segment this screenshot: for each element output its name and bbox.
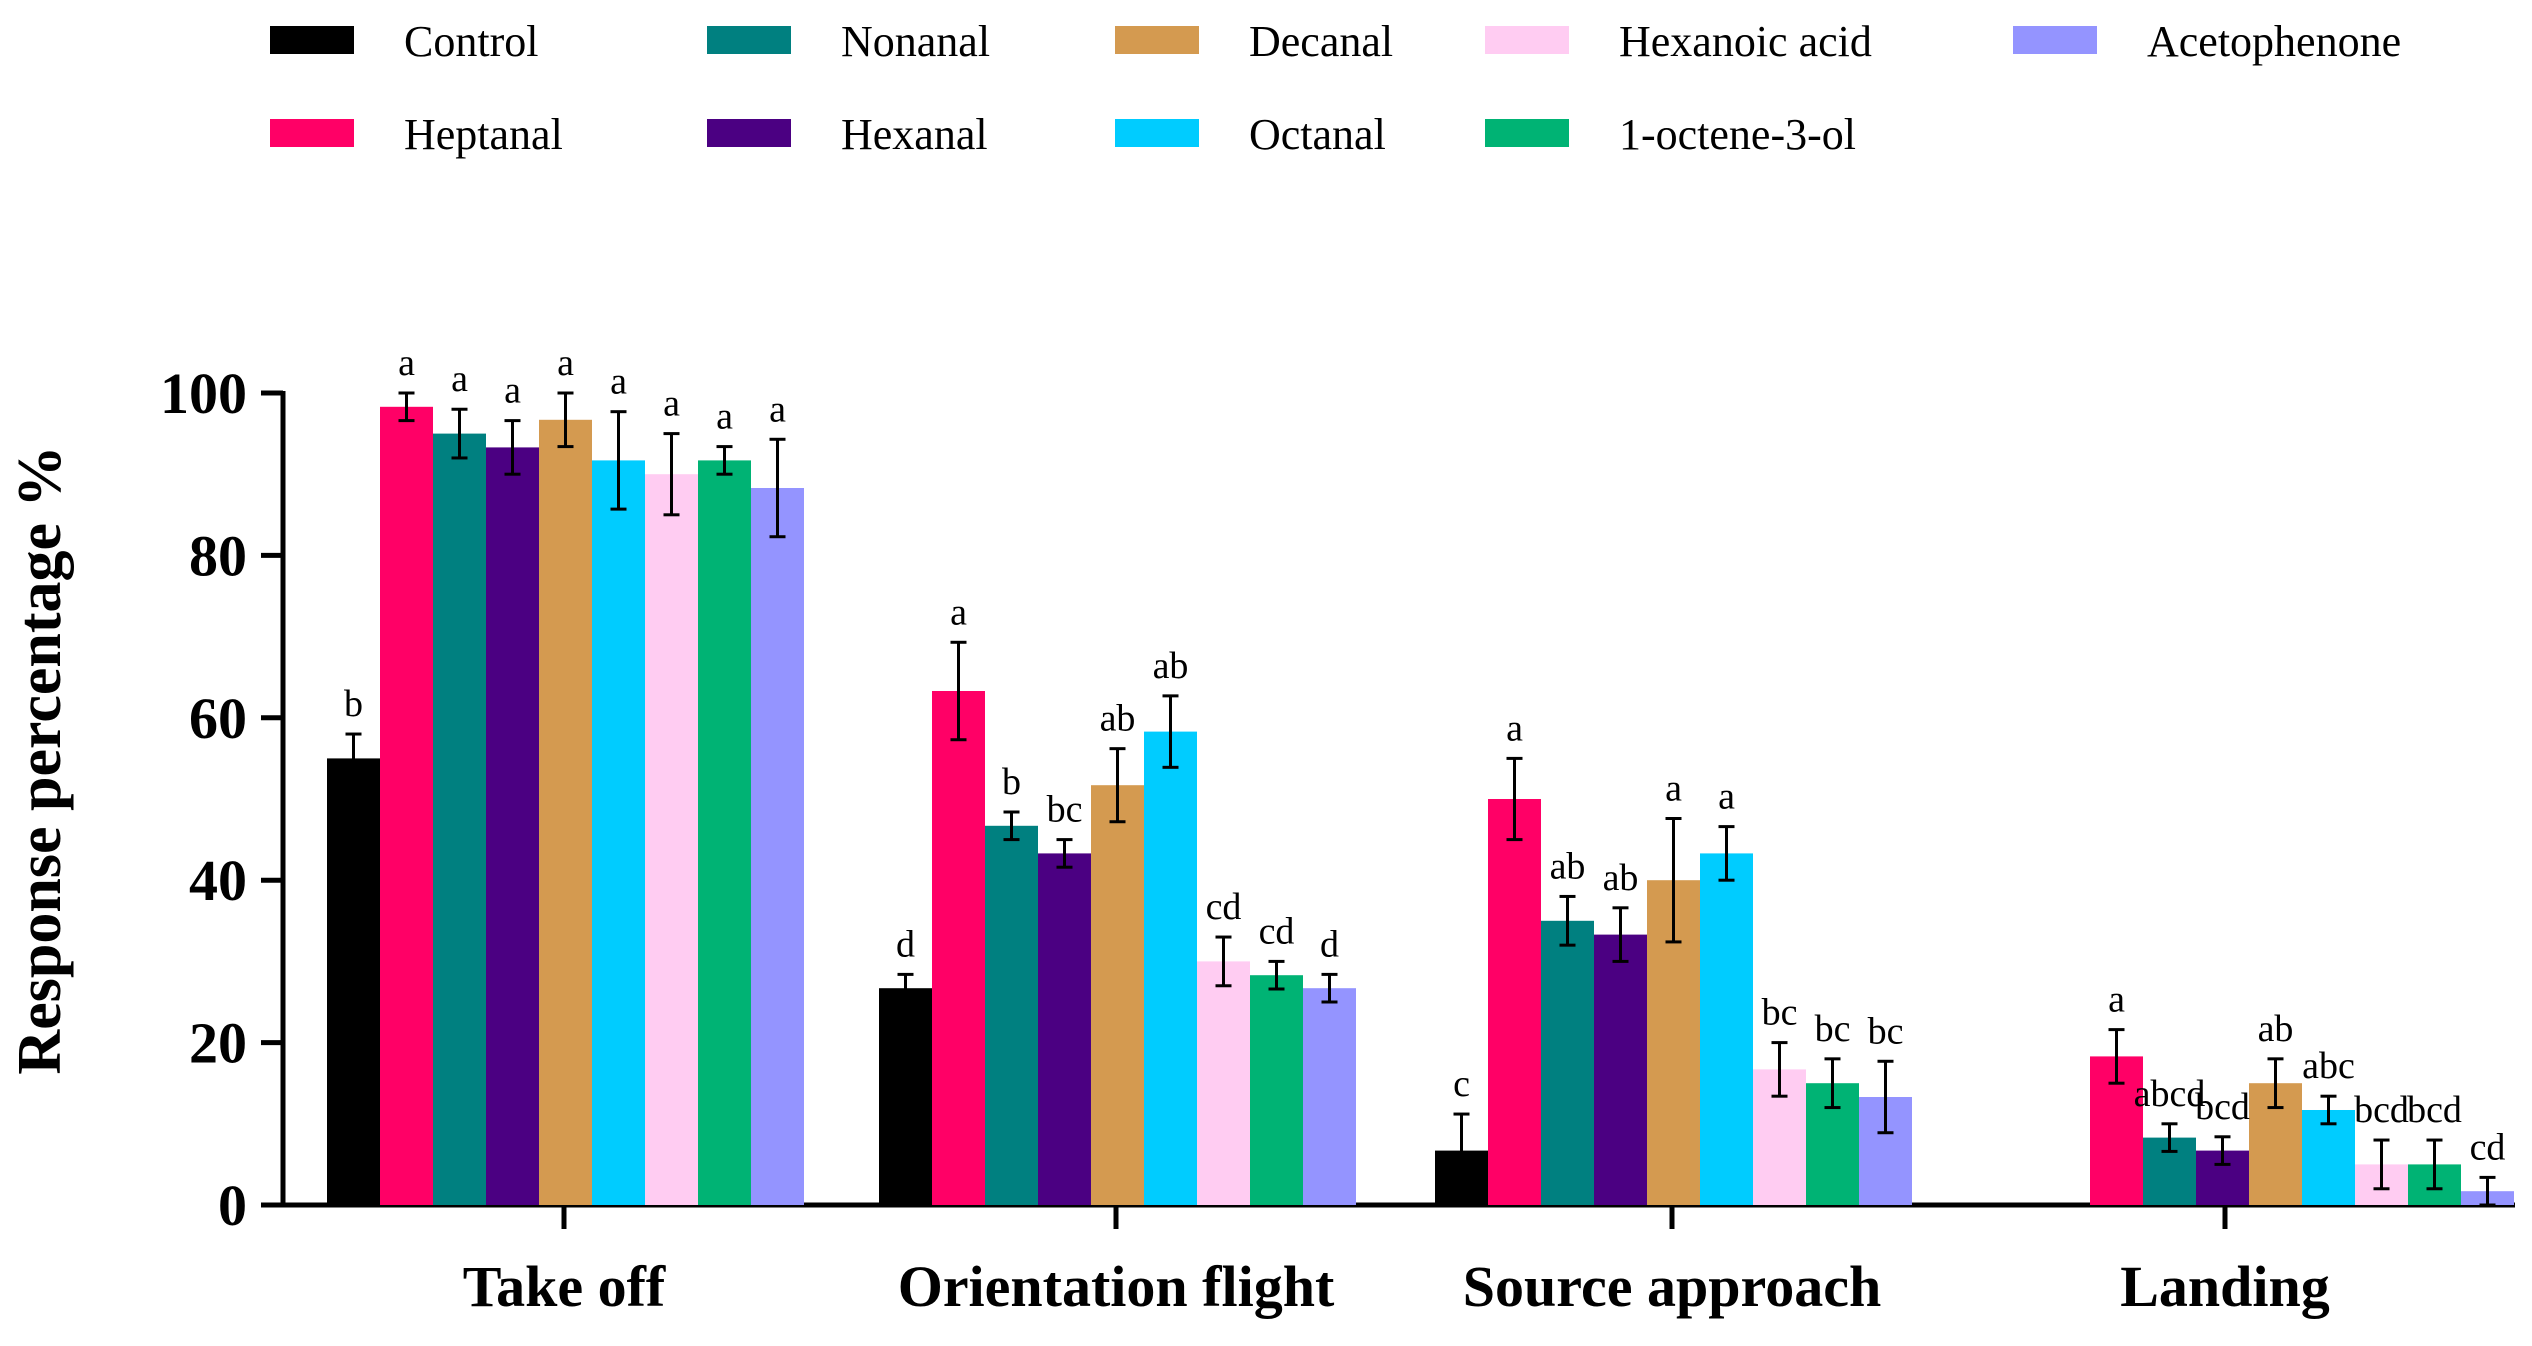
sig-label-4-2: a xyxy=(1665,767,1682,809)
legend: Control Heptanal Nonanal Hexanal Decanal Octa… xyxy=(270,17,2401,159)
bar-2-2 xyxy=(1541,920,1594,1205)
sig-label-1-1: a xyxy=(950,591,967,633)
sig-label-0-0: b xyxy=(344,683,363,725)
sig-label-1-3: a xyxy=(2108,979,2125,1021)
sig-label-1-2: a xyxy=(1506,707,1523,749)
sig-label-8-3: cd xyxy=(2470,1126,2506,1168)
bar-5-3 xyxy=(2302,1109,2355,1205)
sig-label-3-1: bc xyxy=(1047,789,1083,831)
sig-label-8-2: bc xyxy=(1868,1010,1904,1052)
bar-5-2 xyxy=(1700,853,1753,1205)
sig-label-5-1: ab xyxy=(1153,645,1189,687)
sig-label-3-0: a xyxy=(504,370,521,412)
bar-8-0 xyxy=(751,488,804,1205)
sig-label-8-1: d xyxy=(1320,923,1339,965)
legend-swatch-8 xyxy=(2013,26,2097,54)
sig-label-7-1: cd xyxy=(1259,910,1295,952)
bar-2-1 xyxy=(985,825,1038,1205)
axes: Response percentage % 0 20 40 60 80 100 Take o… xyxy=(6,361,2515,1319)
sig-label-4-1: ab xyxy=(1100,698,1136,740)
sig-label-7-3: bcd xyxy=(2407,1089,2462,1131)
x-tick-label-3: Landing xyxy=(2120,1254,2330,1319)
legend-swatch-6 xyxy=(1485,26,1569,54)
sig-label-6-0: a xyxy=(663,383,680,425)
bar-4-0 xyxy=(539,419,592,1205)
legend-swatch-4 xyxy=(1115,26,1199,54)
legend-label-4: Decanal xyxy=(1249,17,1393,66)
sig-label-3-3: bcd xyxy=(2195,1086,2250,1128)
legend-swatch-5 xyxy=(1115,119,1199,147)
legend-label-7: 1-octene-3-ol xyxy=(1619,110,1856,159)
legend-swatch-1 xyxy=(270,119,354,147)
bar-5-1 xyxy=(1144,731,1197,1205)
y-axis-label: Response percentage % xyxy=(6,445,74,1074)
legend-label-0: Control xyxy=(404,17,538,66)
sig-label-2-1: b xyxy=(1002,761,1021,803)
sig-label-4-3: ab xyxy=(2258,1008,2294,1050)
bar-4-1 xyxy=(1091,785,1144,1205)
legend-label-1: Heptanal xyxy=(404,110,563,159)
legend-swatch-3 xyxy=(707,119,791,147)
sig-label-6-1: cd xyxy=(1206,886,1242,928)
y-tick-label-20: 20 xyxy=(189,1011,247,1076)
significance-labels: bdcaaaaabababcdabcabbcdaabaabaabaabcacdb… xyxy=(344,342,2505,1168)
legend-swatch-7 xyxy=(1485,119,1569,147)
sig-label-2-0: a xyxy=(451,358,468,400)
bar-0-0 xyxy=(327,758,380,1205)
sig-label-8-0: a xyxy=(769,388,786,430)
y-tick-label-60: 60 xyxy=(189,686,247,751)
sig-label-6-2: bc xyxy=(1762,992,1798,1034)
bar-2-0 xyxy=(433,433,486,1206)
legend-swatch-0 xyxy=(270,26,354,54)
sig-label-5-0: a xyxy=(610,361,627,403)
sig-label-1-0: a xyxy=(398,342,415,384)
legend-label-8: Acetophenone xyxy=(2147,17,2401,66)
bar-3-0 xyxy=(486,447,539,1205)
bar-7-0 xyxy=(698,460,751,1205)
legend-label-3: Hexanal xyxy=(841,110,988,159)
bar-5-0 xyxy=(592,460,645,1205)
x-tick-label-1: Orientation flight xyxy=(898,1254,1335,1319)
bar-1-1 xyxy=(932,691,985,1205)
sig-label-2-2: ab xyxy=(1550,845,1586,887)
bar-3-1 xyxy=(1038,853,1091,1205)
sig-label-2-3: abcd xyxy=(2134,1073,2206,1115)
y-tick-label-100: 100 xyxy=(160,361,247,426)
bar-1-0 xyxy=(380,406,433,1206)
y-tick-label-80: 80 xyxy=(189,523,247,588)
legend-swatch-2 xyxy=(707,26,791,54)
sig-label-3-2: ab xyxy=(1603,857,1639,899)
y-tick-label-0: 0 xyxy=(218,1173,247,1238)
bar-7-1 xyxy=(1250,975,1303,1205)
bar-1-2 xyxy=(1488,799,1541,1205)
sig-label-6-3: bcd xyxy=(2354,1089,2409,1131)
legend-label-2: Nonanal xyxy=(841,17,990,66)
sig-label-5-2: a xyxy=(1718,776,1735,818)
bar-6-0 xyxy=(645,474,698,1205)
sig-label-0-1: d xyxy=(896,923,915,965)
bars xyxy=(327,406,2514,1206)
bar-3-2 xyxy=(1594,934,1647,1205)
sig-label-7-2: bc xyxy=(1815,1008,1851,1050)
y-tick-label-40: 40 xyxy=(189,848,247,913)
sig-label-5-3: abc xyxy=(2302,1045,2355,1087)
legend-label-6: Hexanoic acid xyxy=(1619,17,1872,66)
x-tick-label-0: Take off xyxy=(463,1254,666,1319)
bar-8-1 xyxy=(1303,988,1356,1205)
legend-label-5: Octanal xyxy=(1249,110,1386,159)
bar-6-1 xyxy=(1197,961,1250,1205)
error-bars xyxy=(345,391,2496,1207)
bar-0-1 xyxy=(879,988,932,1205)
sig-label-7-0: a xyxy=(716,396,733,438)
sig-label-4-0: a xyxy=(557,342,574,384)
sig-label-0-2: c xyxy=(1453,1063,1470,1105)
x-tick-label-2: Source approach xyxy=(1463,1254,1881,1319)
